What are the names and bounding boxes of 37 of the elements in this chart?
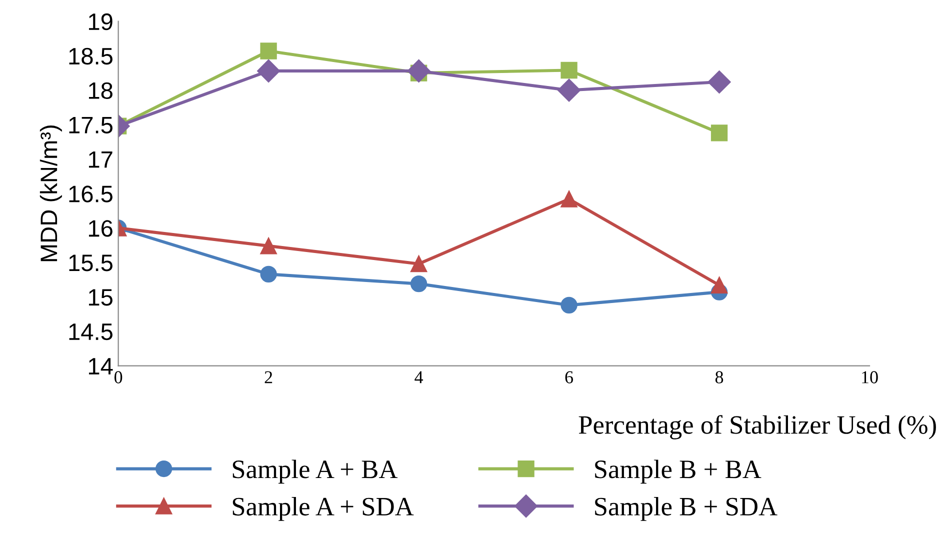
y-tick-label: 14 — [88, 358, 113, 374]
legend-label: Sample A + SDA — [232, 497, 414, 521]
x-tick-label: 0 — [114, 371, 122, 384]
x-tick-label: 6 — [565, 371, 574, 384]
x-tick-label: 2 — [264, 371, 272, 384]
x-tick-label: 10 — [862, 371, 878, 384]
legend-label: Sample B + SDA — [595, 497, 778, 521]
y-axis-title: MDD (kN/m³) — [40, 126, 62, 262]
y-tick-label: 15.5 — [69, 254, 112, 272]
point — [407, 59, 430, 82]
point — [260, 238, 277, 254]
y-tick-label: 17 — [88, 151, 112, 168]
y-tick-label: 18.5 — [69, 48, 112, 65]
y-tick-label: 14.5 — [69, 324, 112, 340]
point — [710, 124, 728, 142]
legend-label: Sample A + BA — [232, 460, 398, 484]
y-tick-label: 16 — [88, 220, 112, 237]
y-tick-label: 17.5 — [69, 117, 112, 134]
point — [260, 42, 277, 60]
point — [558, 78, 581, 102]
y-tick-label: 16.5 — [69, 186, 112, 202]
point — [710, 276, 728, 294]
point — [560, 296, 578, 314]
legend-label: Sample B + BA — [595, 460, 762, 484]
y-tick-label: 15 — [88, 289, 112, 306]
y-tick-label: 19 — [88, 13, 112, 30]
point — [257, 59, 280, 82]
y-tick-label: 18 — [88, 82, 112, 100]
point — [410, 256, 428, 272]
point — [560, 190, 578, 208]
x-tick-label: 8 — [715, 371, 724, 384]
point — [260, 266, 277, 283]
point — [708, 70, 731, 94]
point — [410, 275, 428, 292]
point — [560, 62, 578, 79]
x-tick-label: 4 — [414, 371, 424, 384]
x-axis-title: Percentage of Stabilizer Used (%) — [578, 415, 936, 440]
